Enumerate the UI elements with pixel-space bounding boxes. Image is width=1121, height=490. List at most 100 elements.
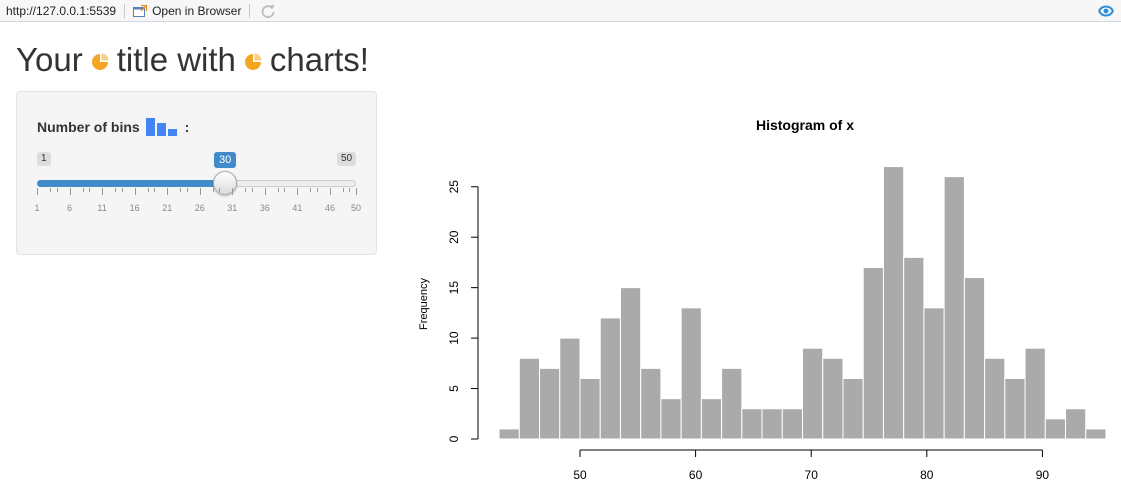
slider-tick [50,188,52,192]
histogram-bar [741,408,763,440]
histogram-bar [498,428,520,440]
slider-tick [297,188,299,195]
chart-title: Histogram of x [756,117,854,133]
histogram-bar [802,347,824,440]
bins-label-text: Number of bins [37,119,140,135]
slider-tick [251,188,253,192]
histogram-bar [923,307,945,440]
slider-tick-label: 36 [259,203,270,213]
slider-tick [69,188,71,195]
histogram-bar [882,166,905,440]
slider-tick [212,188,214,192]
title-text-end: charts! [269,41,369,78]
slider-tick [245,188,247,192]
pie-chart-icon [244,53,262,70]
title-text-middle: title with [116,41,236,78]
histogram-bar [1065,408,1087,440]
toolbar-divider [249,3,251,18]
histogram-bar [599,317,621,440]
histogram-bar [984,357,1006,440]
slider-tick [316,188,318,192]
histogram-bar [559,337,581,440]
y-tick-label: 10 [447,331,461,345]
y-tick-label: 5 [447,385,461,392]
slider-tick [277,188,279,192]
slider-tick [219,188,221,192]
slider-tick [186,188,188,192]
slider-tick-label: 6 [67,203,73,213]
slider-tick [102,188,104,195]
histogram-bar [781,408,804,440]
sidebar-panel: Number of bins : 1 50 30 1 6 11 16 21 26 31 36 4… [16,91,377,255]
publish-icon[interactable] [1097,3,1115,19]
slider-tick-label: 46 [324,203,335,213]
slider-tick [147,188,149,192]
slider-fill [37,180,225,187]
x-tick-label: 60 [689,468,703,482]
slider-tick [310,188,312,192]
open-in-browser-button[interactable]: Open in Browser [133,4,241,18]
page-title: Your title with charts! [16,40,369,80]
slider-max-label: 50 [337,152,357,166]
histogram-chart: Histogram of x Frequency 50 60 70 80 90 0 5 10… [418,117,1107,482]
histogram-bar [1004,377,1026,440]
bins-label-suffix: : [184,119,190,135]
y-tick-label: 20 [447,230,461,244]
histogram-bar [579,377,601,440]
slider-tick-label: 26 [194,203,205,213]
histogram-bar [700,398,723,440]
histogram-bar [619,287,642,440]
title-text-start: Your [16,41,83,78]
histogram-bar [539,367,561,440]
histogram-bar [862,266,884,440]
histogram-bar [721,367,743,440]
slider-tick [180,188,182,192]
y-tick-label: 15 [447,281,461,295]
slider-tick-label: 16 [129,203,140,213]
histogram-bar [640,367,662,440]
histogram-bar [943,176,965,440]
open-in-browser-label: Open in Browser [152,3,242,18]
slider-value-label: 30 [214,152,237,168]
histogram-bar [680,307,702,440]
slider-tick [167,188,169,195]
slider-min-label: 1 [37,152,51,166]
slider-tick-label: 50 [350,203,362,213]
y-tick-label: 0 [447,435,461,442]
bars-group [498,166,1107,440]
x-tick-label: 50 [573,468,587,482]
slider-tick [121,188,123,192]
refresh-icon[interactable] [260,3,276,19]
open-in-browser-icon [133,4,148,17]
histogram-bar [660,398,682,440]
slider-tick [232,188,234,195]
x-axis: 50 60 70 80 90 [573,449,1050,482]
y-axis: 0 5 10 15 20 25 [447,180,479,442]
slider-tick-label: 21 [162,203,173,213]
slider-tick [82,188,84,192]
slider-tick-label: 31 [227,203,238,213]
histogram-bar [1085,428,1107,440]
slider-tick [349,188,351,192]
bins-label: Number of bins : [37,118,189,136]
histogram-bar [1024,347,1046,440]
histogram-bar [842,377,864,440]
viewer-toolbar: http://127.0.0.1:5539 Open in Browser [0,0,1121,22]
histogram-bar [761,408,783,440]
slider-tick [329,188,331,195]
histogram-bar [1044,418,1067,440]
histogram-bar [518,357,541,440]
histogram-bar [822,357,844,440]
slider-tick [134,188,136,195]
slider-tick [37,188,38,195]
x-tick-label: 80 [920,468,934,482]
slider-tick [356,188,357,195]
slider-ticks [37,188,357,200]
url-text: http://127.0.0.1:5539 [6,3,117,18]
slider-tick [89,188,91,192]
x-tick-label: 90 [1036,468,1050,482]
slider-tick-label: 41 [292,203,303,213]
bar-chart-icon [145,118,177,136]
y-axis-label: Frequency [418,278,430,330]
y-tick-label: 25 [447,180,461,194]
